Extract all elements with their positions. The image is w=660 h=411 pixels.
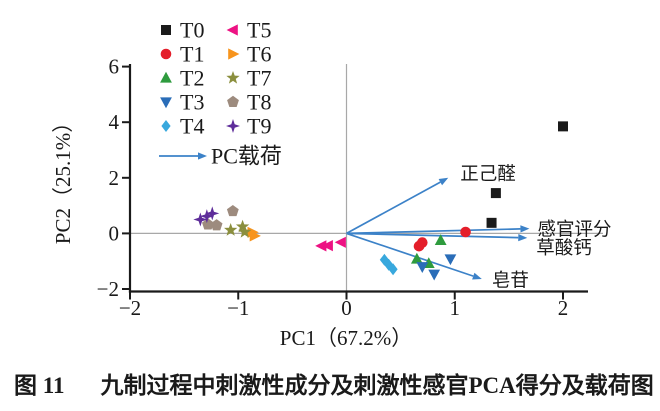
legend-marker-T9 [226,119,240,133]
data-point-T3 [444,254,457,266]
data-point-T0 [490,188,501,199]
legend-label-T1: T1 [180,42,204,67]
legend-loading-arrow-head [198,152,207,160]
x-tick-label: −1 [227,296,249,320]
legend-loading-label: PC载荷 [211,144,282,169]
loading-arrow-1 [346,228,521,235]
data-point-T1 [460,226,471,238]
legend-marker-T2 [160,71,172,83]
x-tick-label: −2 [119,296,141,320]
data-point-T4 [384,258,394,271]
loading-arrow-1-head [520,225,530,233]
data-point-T7 [224,223,238,236]
legend-label-T2: T2 [180,66,204,91]
data-point-T9 [205,206,220,221]
legend-label-T3: T3 [180,90,204,115]
loading-arrow-0-head [438,177,449,186]
data-point-T0 [558,121,568,132]
data-point-T8 [210,219,223,231]
data-point-T5 [315,240,327,252]
y-tick-label: 2 [109,166,120,190]
legend-label-T9: T9 [247,114,271,139]
y-tick-label: 4 [109,110,120,134]
loading-label-2: 草酸钙 [536,238,592,259]
legend-marker-T6 [228,48,240,60]
loading-label-0: 正己醛 [460,164,516,185]
data-point-T9 [193,212,208,227]
data-point-T8 [202,218,214,230]
legend-label-T4: T4 [180,114,204,139]
x-tick-label: 0 [341,296,352,320]
legend-label-T0: T0 [180,18,204,43]
legend-marker-T4 [161,120,171,132]
loading-arrow-3-head [472,272,482,280]
y-tick-label: 6 [109,55,120,79]
data-point-T2 [410,252,423,264]
x-axis-title: PC1（67.2%） [280,326,412,350]
data-point-T5 [334,236,346,248]
figure-caption-text: 九制过程中刺激性成分及刺激性感官PCA得分及载荷图 [100,373,654,398]
data-point-T0 [486,217,497,228]
loading-label-3: 皂苷 [492,270,529,291]
data-point-T9 [199,209,214,224]
legend-marker-T0 [161,25,171,35]
y-tick-label: 0 [109,221,120,245]
data-point-T3 [416,262,429,273]
data-point-T7 [238,225,252,238]
y-tick-label: −2 [97,277,119,301]
legend-marker-T3 [160,97,172,109]
data-point-T1 [413,240,425,252]
data-point-T7 [235,219,250,233]
figure-caption-number: 图 11 [14,373,65,398]
legend-label-T8: T8 [247,90,271,115]
data-point-T6 [249,230,261,242]
x-tick-label: 1 [450,296,461,320]
legend-label-T7: T7 [247,66,271,91]
figure-caption: 图 11 九制过程中刺激性成分及刺激性感官PCA得分及载荷图 [0,366,660,400]
legend-marker-T7 [226,71,240,84]
data-point-T4 [388,263,398,276]
legend-label-T5: T5 [247,18,271,43]
data-point-T2 [434,234,447,245]
x-tick-label: 2 [558,296,569,320]
y-axis-title: PC2（25.1%） [51,112,75,244]
legend-marker-T1 [160,48,172,60]
loading-arrow-2-head [518,234,528,242]
loading-arrow-2 [346,232,519,239]
legend-label-T6: T6 [247,42,271,67]
loading-arrow-3 [346,232,474,277]
loading-arrow-0 [346,181,441,235]
legend-marker-T8 [227,95,239,108]
data-point-T8 [226,204,239,217]
legend-marker-T5 [226,24,238,36]
data-point-T3 [428,269,441,281]
data-point-T5 [321,240,333,252]
loading-label-1: 感官评分 [537,220,611,241]
